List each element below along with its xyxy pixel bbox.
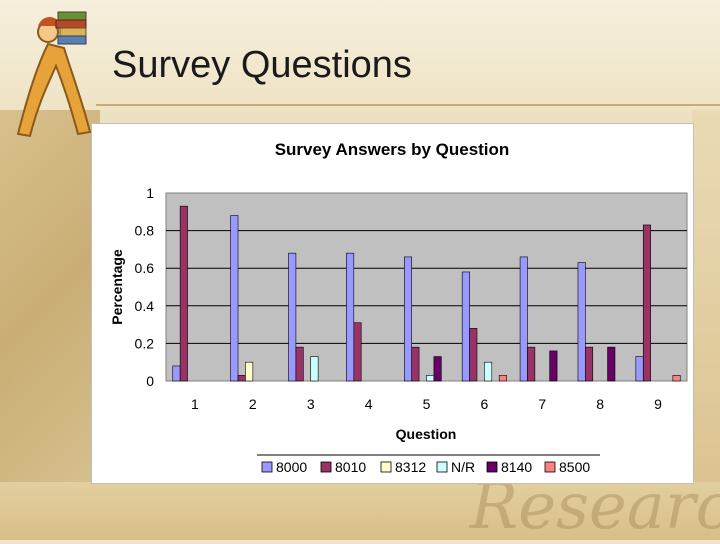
- bar: [433, 356, 442, 382]
- legend-label: 8500: [559, 459, 590, 475]
- legend-swatch: [436, 461, 448, 473]
- bar: [245, 361, 254, 382]
- legend-label: 8000: [276, 459, 307, 475]
- y-tick-label: 0.2: [135, 335, 155, 351]
- legend-swatch: [486, 461, 498, 473]
- x-tick-label: 1: [191, 396, 199, 412]
- legend-swatch: [320, 461, 332, 473]
- legend-label: 8140: [501, 459, 532, 475]
- legend-swatch: [261, 461, 273, 473]
- bar: [172, 365, 181, 382]
- legend-label: N/R: [451, 459, 475, 475]
- y-axis-label: Percentage: [109, 249, 125, 325]
- y-tick-label: 1: [146, 185, 154, 201]
- y-tick-label: 0.4: [135, 298, 155, 314]
- bar: [461, 271, 470, 382]
- bar: [288, 252, 297, 382]
- x-axis-ticks: 1 2 3 4 5 6 7 8 9: [191, 396, 662, 412]
- bar: [310, 356, 319, 382]
- bar: [469, 328, 478, 382]
- bar: [353, 322, 362, 382]
- bar: [585, 346, 594, 382]
- bar: [484, 361, 493, 382]
- bar: [498, 375, 507, 382]
- background-texture-left: [0, 110, 100, 540]
- bar: [519, 256, 528, 382]
- background-texture-bottom: [0, 482, 720, 540]
- title-rule: [96, 104, 720, 106]
- legend: 8000 8010 8312 N/R 8140 8500: [261, 459, 590, 475]
- plot-area: [165, 192, 688, 382]
- x-axis-label: Question: [396, 426, 457, 442]
- background-texture-right: [692, 110, 720, 482]
- slide-title: Survey Questions: [112, 44, 412, 86]
- bars: [172, 205, 681, 382]
- y-axis-ticks: 0 0.2 0.4 0.6 0.8 1: [135, 185, 155, 389]
- bar: [672, 375, 681, 382]
- bar: [411, 346, 420, 382]
- x-tick-label: 8: [596, 396, 604, 412]
- chart-title: Survey Answers by Question: [275, 140, 510, 159]
- bar: [549, 350, 558, 382]
- y-tick-label: 0: [146, 373, 154, 389]
- y-tick-label: 0.8: [135, 223, 155, 239]
- bar: [179, 205, 188, 382]
- x-tick-label: 6: [480, 396, 488, 412]
- legend-label: 8010: [335, 459, 366, 475]
- x-tick-label: 7: [538, 396, 546, 412]
- x-tick-label: 2: [249, 396, 257, 412]
- x-tick-label: 3: [307, 396, 315, 412]
- bar: [635, 356, 644, 382]
- x-tick-label: 4: [365, 396, 373, 412]
- gridlines: [166, 230, 687, 344]
- y-tick-label: 0.6: [135, 260, 155, 276]
- bar: [295, 346, 304, 382]
- bar: [642, 224, 651, 382]
- title-band: [0, 0, 720, 112]
- x-tick-label: 5: [423, 396, 431, 412]
- survey-bar-chart: Survey Answers by Question 0 0.2 0.4 0.6 0.8…: [109, 140, 688, 475]
- chart-container: Survey Answers by Question 0 0.2 0.4 0.6 0.8…: [91, 123, 694, 484]
- book-carrier-figure-icon: [16, 11, 92, 138]
- bar: [230, 215, 239, 382]
- bar: [426, 375, 435, 382]
- legend-swatch: [544, 461, 556, 473]
- x-tick-label: 9: [654, 396, 662, 412]
- bar: [403, 256, 412, 382]
- bar: [346, 252, 355, 382]
- bar: [527, 346, 536, 382]
- bar: [577, 262, 586, 382]
- legend-swatch: [380, 461, 392, 473]
- bar: [607, 346, 616, 382]
- legend-label: 8312: [395, 459, 426, 475]
- bar: [237, 375, 246, 382]
